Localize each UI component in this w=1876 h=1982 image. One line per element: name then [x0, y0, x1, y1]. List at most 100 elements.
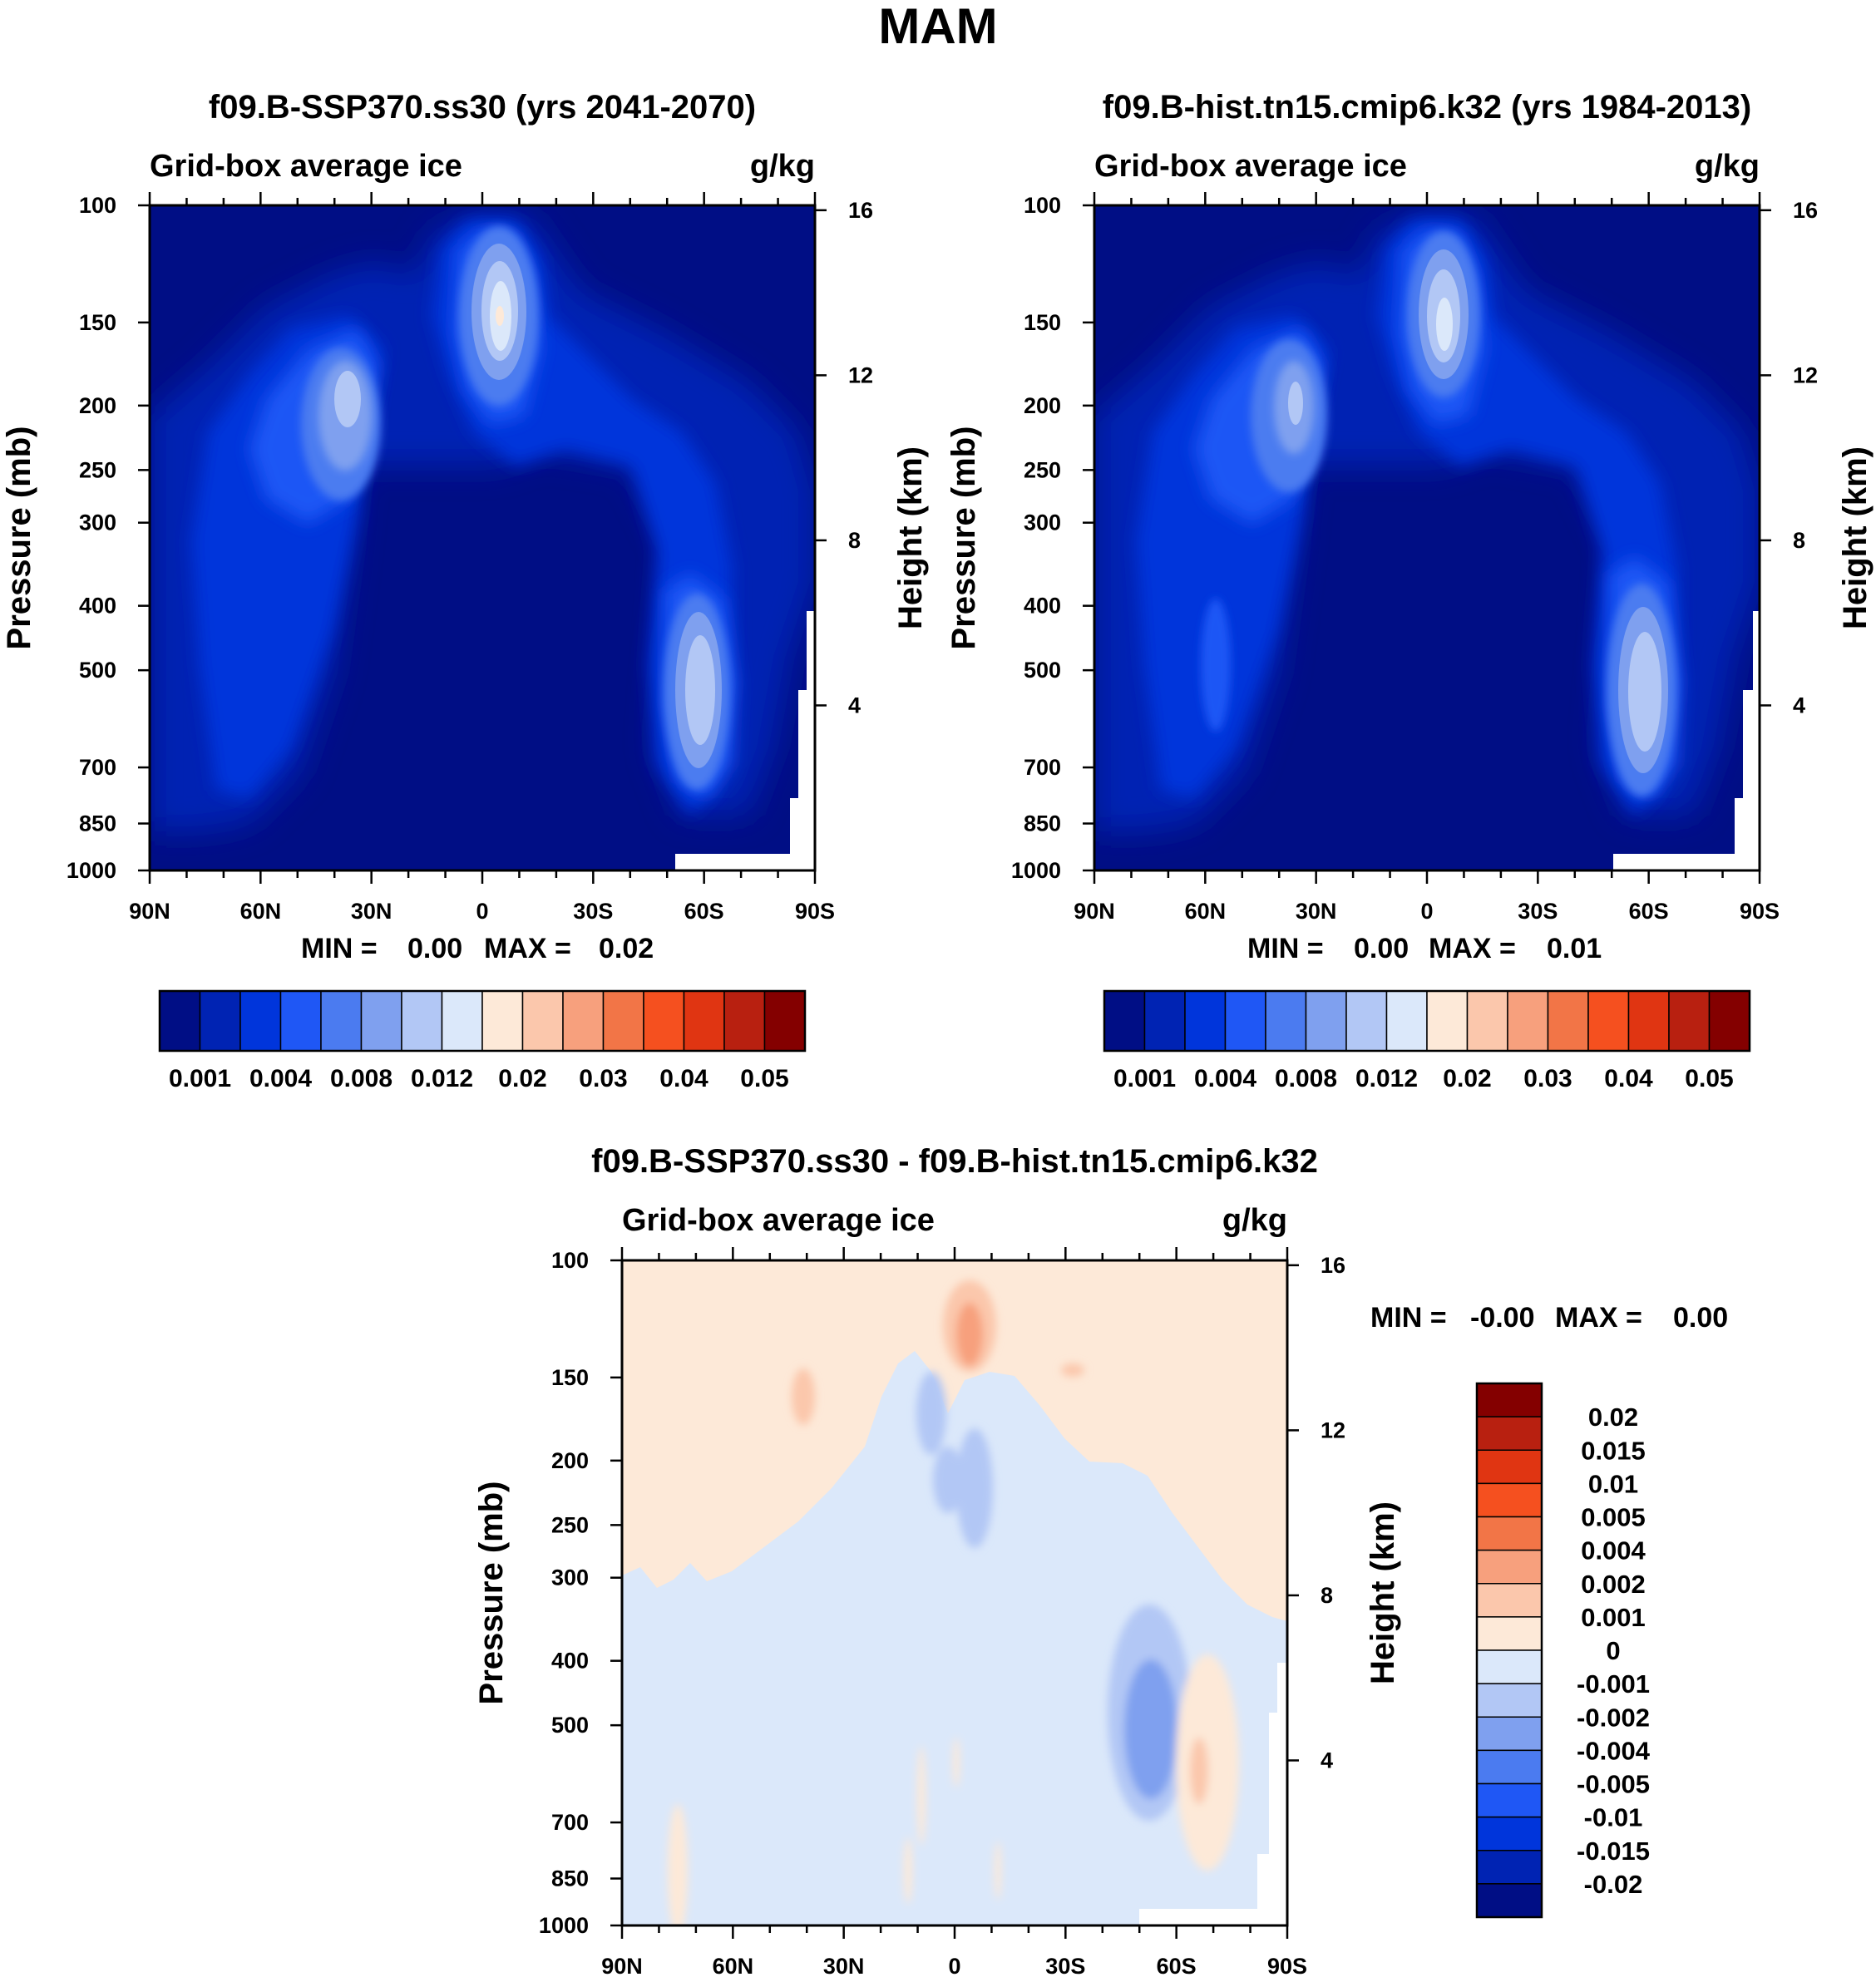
- colorbar-label: -0.002: [1577, 1703, 1650, 1732]
- contour-field: [622, 1260, 1287, 1925]
- colorbar-swatch: [1184, 990, 1227, 1052]
- panel-difference: f09.B-SSP370.ss30 - f09.B-hist.tn15.cmip…: [473, 1143, 1728, 1979]
- max-value: 0.02: [599, 933, 654, 964]
- min-label: MIN =: [301, 933, 378, 964]
- x-tick-label: 30S: [1518, 899, 1558, 924]
- units-label: g/kg: [750, 149, 815, 184]
- colorbar-label: 0.05: [740, 1065, 788, 1092]
- colorbar-swatch: [1224, 990, 1266, 1052]
- colorbar-swatch: [1103, 990, 1146, 1052]
- pressure-tick-label: 500: [79, 658, 116, 683]
- pressure-tick-label: 1000: [1011, 858, 1061, 883]
- pressure-tick-label: 100: [79, 193, 116, 218]
- pressure-tick-label: 700: [79, 755, 116, 780]
- units-label: g/kg: [1695, 149, 1760, 184]
- colorbar-label: 0.008: [1275, 1065, 1337, 1092]
- colorbar-swatch: [1587, 990, 1630, 1052]
- pressure-tick-label: 400: [551, 1649, 589, 1674]
- ylabel-right: Height (km): [892, 446, 929, 629]
- colorbar-border: [1475, 1382, 1543, 1919]
- colorbar-label: 0.03: [1523, 1065, 1572, 1092]
- pressure-tick-label: 150: [551, 1365, 589, 1390]
- colorbar-label: 0.012: [1355, 1065, 1418, 1092]
- pressure-tick-label: 500: [1024, 658, 1061, 683]
- min-label: MIN =: [1247, 933, 1324, 964]
- colorbar-swatch: [360, 990, 402, 1052]
- colorbar-swatch: [1476, 1583, 1543, 1618]
- colorbar-swatch: [199, 990, 241, 1052]
- colorbar-swatch: [320, 990, 363, 1052]
- colorbar-label: 0.004: [1581, 1536, 1646, 1565]
- x-tick-label: 90N: [129, 899, 170, 924]
- max-label: MAX =: [1429, 933, 1516, 964]
- colorbar-swatch: [1476, 1516, 1543, 1551]
- pressure-tick-label: 100: [551, 1248, 589, 1273]
- colorbar-label: 0.03: [579, 1065, 627, 1092]
- height-tick-label: 8: [1321, 1583, 1333, 1608]
- pressure-tick-label: 300: [551, 1565, 589, 1590]
- colorbar-swatch: [521, 990, 564, 1052]
- height-tick-label: 12: [848, 362, 873, 387]
- ylabel-right: Height (km): [1365, 1501, 1401, 1684]
- panel-title: f09.B-SSP370.ss30 - f09.B-hist.tn15.cmip…: [591, 1143, 1318, 1180]
- colorbar-swatch: [1426, 990, 1469, 1052]
- pressure-tick-label: 150: [79, 310, 116, 335]
- colorbar-label: 0.05: [1685, 1065, 1733, 1092]
- panel-historical: f09.B-hist.tn15.cmip6.k32 (yrs 1984-2013…: [945, 89, 1874, 1092]
- colorbar-label: 0.008: [330, 1065, 392, 1092]
- pressure-tick-label: 700: [1024, 755, 1061, 780]
- colorbar-swatch: [1476, 1782, 1543, 1818]
- colorbar-swatch: [1627, 990, 1670, 1052]
- colorbar-label: 0: [1606, 1636, 1620, 1665]
- colorbar-swatch: [1476, 1683, 1543, 1718]
- colorbar-swatch: [1476, 1482, 1543, 1518]
- colorbar-label: 0.015: [1581, 1436, 1646, 1465]
- height-tick-label: 16: [1793, 198, 1818, 223]
- pressure-tick-label: 850: [1024, 811, 1061, 836]
- pressure-tick-label: 250: [551, 1512, 589, 1537]
- max-value: 0.01: [1547, 933, 1602, 964]
- colorbar-swatch: [1668, 990, 1711, 1052]
- colorbar-swatch: [401, 990, 443, 1052]
- variable-label: Grid-box average ice: [622, 1203, 935, 1238]
- max-label: MAX =: [1555, 1302, 1642, 1334]
- ylabel-right: Height (km): [1837, 446, 1874, 629]
- colorbar-swatch: [1476, 1549, 1543, 1585]
- colorbar-swatch: [1385, 990, 1428, 1052]
- colorbar-label: 0.04: [1604, 1065, 1653, 1092]
- pressure-tick-label: 250: [79, 457, 116, 482]
- colorbar-swatch: [1476, 1383, 1543, 1417]
- colorbar-swatch: [441, 990, 483, 1052]
- pressure-tick-label: 250: [1024, 457, 1061, 482]
- colorbar-swatch: [1476, 1616, 1543, 1651]
- pressure-tick-label: 300: [1024, 510, 1061, 535]
- colorbar-label: -0.01: [1584, 1803, 1643, 1832]
- min-value: 0.00: [407, 933, 462, 964]
- colorbar-swatch: [279, 990, 322, 1052]
- colorbar: 0.001 0.004 0.008 0.012 0.02 0.03 0.04 0.05: [158, 989, 807, 1092]
- colorbar-swatch: [1476, 1449, 1543, 1485]
- colorbar-label: 0.001: [169, 1065, 231, 1092]
- colorbar-label: 0.004: [249, 1065, 312, 1092]
- colorbar-swatch: [1476, 1716, 1543, 1752]
- colorbar-label: 0.01: [1588, 1469, 1638, 1498]
- x-tick-label: 0: [1420, 899, 1433, 924]
- contour-field: [150, 205, 815, 870]
- pressure-tick-label: 700: [551, 1810, 589, 1835]
- colorbar-swatch: [1507, 990, 1549, 1052]
- pressure-tick-label: 500: [551, 1713, 589, 1738]
- colorbar-border: [158, 989, 807, 1053]
- figure-title: MAM: [878, 0, 997, 54]
- colorbar-swatch: [1476, 1416, 1543, 1451]
- panel-title: f09.B-hist.tn15.cmip6.k32 (yrs 1984-2013…: [1103, 89, 1751, 126]
- x-tick-label: 90S: [1740, 899, 1780, 924]
- height-tick-label: 8: [848, 528, 861, 553]
- pressure-tick-label: 1000: [539, 1913, 589, 1938]
- colorbar-swatch: [1547, 990, 1589, 1052]
- pressure-tick-label: 400: [1024, 594, 1061, 619]
- x-tick-label: 60S: [1629, 899, 1669, 924]
- height-tick-label: 12: [1793, 362, 1818, 387]
- x-tick-label: 60N: [1185, 899, 1227, 924]
- variable-label: Grid-box average ice: [1094, 149, 1407, 184]
- colorbar-swatch: [1708, 990, 1750, 1052]
